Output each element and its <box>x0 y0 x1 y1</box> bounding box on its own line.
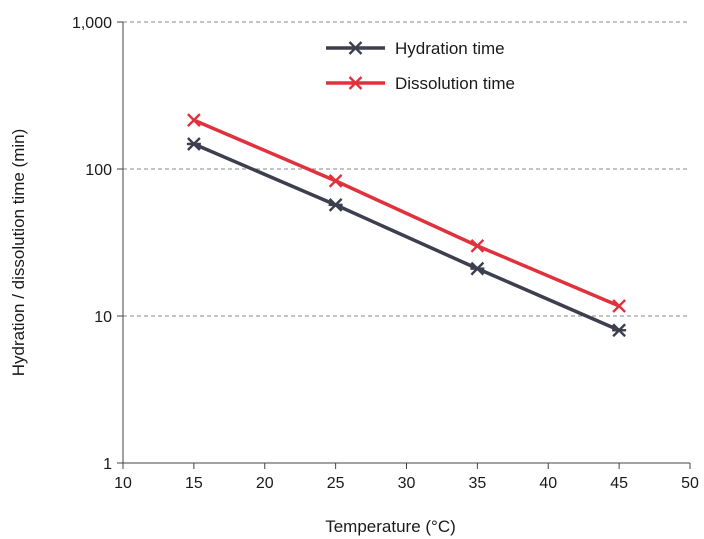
data-point <box>328 198 343 212</box>
x-tick-label: 50 <box>681 475 699 492</box>
data-point <box>186 137 201 151</box>
data-point <box>612 299 626 313</box>
series <box>186 113 627 338</box>
y-tick-label: 1 <box>103 456 112 473</box>
x-tick-label: 15 <box>185 475 203 492</box>
data-point <box>612 323 627 338</box>
legend-marker <box>348 76 363 90</box>
series-line <box>192 142 621 332</box>
data-point <box>328 174 343 188</box>
series-line <box>192 118 621 308</box>
legend-item: Dissolution time <box>326 74 515 93</box>
series-hydration <box>186 137 627 338</box>
legend-label: Dissolution time <box>395 74 515 93</box>
legend-item: Hydration time <box>326 39 505 58</box>
grid-lines <box>123 21 690 317</box>
x-tick-label: 35 <box>468 475 486 492</box>
x-tick-label: 30 <box>398 475 416 492</box>
legend: Hydration time Dissolution time <box>326 39 515 93</box>
x-tick-label: 45 <box>610 475 628 492</box>
x-tick-label: 20 <box>256 475 274 492</box>
y-axis-title: Hydration / dissolution time (min) <box>9 129 28 377</box>
x-tick-label: 40 <box>539 475 557 492</box>
data-point <box>470 261 485 276</box>
data-point <box>470 239 485 253</box>
x-axis-title: Temperature (°C) <box>325 517 456 536</box>
y-tick-label: 1,000 <box>72 15 112 32</box>
data-point <box>187 113 201 127</box>
y-tick-label: 10 <box>94 309 112 326</box>
x-tick-label: 10 <box>114 475 132 492</box>
legend-marker <box>348 41 363 55</box>
series-dissolution <box>187 113 626 313</box>
y-tick-label: 100 <box>85 162 112 179</box>
legend-label: Hydration time <box>395 39 505 58</box>
x-tick-label: 25 <box>327 475 345 492</box>
